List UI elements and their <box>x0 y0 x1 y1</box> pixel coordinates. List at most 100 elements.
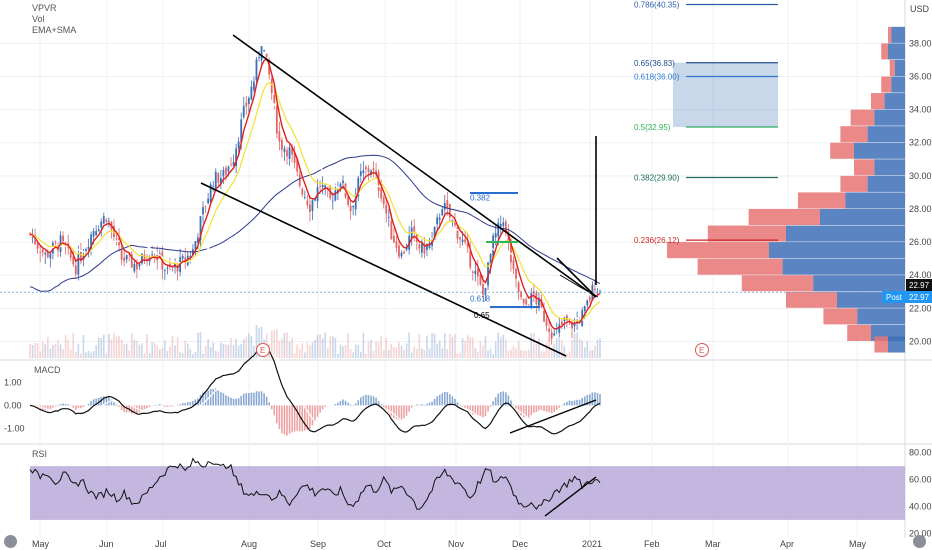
volume-bar <box>62 348 64 358</box>
macd-histogram-bar <box>125 405 128 413</box>
macd-histogram-bar <box>148 405 151 407</box>
candle-body <box>558 324 561 333</box>
volume-bar <box>36 343 39 358</box>
volume-bar <box>105 353 108 358</box>
macd-histogram-bar <box>466 405 469 409</box>
macd-histogram-bar <box>82 405 85 408</box>
volume-bar <box>59 344 62 358</box>
macd-histogram-bar <box>591 392 594 406</box>
volume-profile-down <box>823 308 858 325</box>
candle-body <box>566 315 568 321</box>
volume-bar <box>270 330 273 358</box>
x-tick-label: Apr <box>780 539 794 549</box>
candle-body <box>209 184 212 203</box>
volume-bar <box>329 336 332 358</box>
volume-bar <box>222 343 225 358</box>
candle-body <box>273 94 276 103</box>
macd-histogram-bar <box>118 405 120 407</box>
volume-bar <box>273 330 276 358</box>
fib-level-label: 0.786(40.35) <box>634 0 680 9</box>
settings-dot-icon[interactable] <box>4 535 17 548</box>
volume-bar <box>80 353 82 358</box>
rsi-tick-label: 40.00 <box>909 501 932 511</box>
candle-body <box>296 158 299 172</box>
macd-histogram-bar <box>87 403 90 406</box>
candle-body <box>466 242 469 248</box>
macd-histogram-bar <box>505 392 507 406</box>
macd-histogram-bar <box>176 405 179 406</box>
candle-body <box>146 258 148 261</box>
volume-bar <box>339 344 342 358</box>
fib-level-label: 0.5(32.95) <box>634 123 671 132</box>
candle-body <box>433 226 436 240</box>
volume-bar <box>47 336 49 358</box>
macd-histogram-bar <box>214 388 217 406</box>
macd-histogram-bar <box>283 405 286 435</box>
indicator-ema-sma[interactable]: EMA+SMA <box>32 25 76 35</box>
candle-body <box>214 171 217 190</box>
candle-body <box>504 221 507 229</box>
macd-histogram-bar <box>367 395 370 406</box>
macd-histogram-bar <box>54 405 57 407</box>
macd-histogram-bar <box>461 405 464 407</box>
rsi-line <box>29 457 601 511</box>
macd-histogram-bar <box>474 405 477 416</box>
earnings-marker[interactable]: E <box>256 343 270 357</box>
macd-tick-label: -1.00 <box>4 423 25 433</box>
fib-level-label: 0.236(26.12) <box>634 236 680 245</box>
volume-bar <box>599 338 601 358</box>
volume-profile-down <box>889 59 895 77</box>
volume-bar <box>367 341 370 358</box>
candle-body <box>105 219 108 222</box>
candle-body <box>79 251 82 262</box>
candle-body <box>319 185 321 187</box>
volume-bar <box>451 337 454 358</box>
candle-body <box>77 254 80 275</box>
rsi-title[interactable]: RSI <box>32 449 47 459</box>
volume-bar <box>174 345 176 358</box>
macd-histogram-bar <box>306 405 309 430</box>
macd-histogram-bar <box>538 405 540 411</box>
candle-body <box>548 328 551 333</box>
earnings-marker[interactable]: E <box>695 343 709 357</box>
volume-bar <box>426 335 428 358</box>
volume-bar <box>413 346 416 358</box>
candle-body <box>469 251 472 268</box>
indicator-vol[interactable]: Vol <box>32 14 45 24</box>
volume-bar <box>324 332 326 358</box>
settings-dot-icon[interactable] <box>913 535 926 548</box>
macd-histogram-bar <box>102 396 105 406</box>
volume-bar <box>227 344 230 358</box>
candle-body <box>44 252 47 255</box>
volume-bar <box>235 338 237 358</box>
macd-histogram-bar <box>502 391 505 406</box>
macd-tick-label: 0.00 <box>4 400 22 410</box>
volume-bar <box>395 347 398 358</box>
volume-bar <box>115 336 118 358</box>
volume-bar <box>492 353 494 358</box>
macd-histogram-bar <box>527 405 530 418</box>
macd-title[interactable]: MACD <box>34 365 61 375</box>
volume-profile-down <box>748 208 820 226</box>
volume-bar <box>248 333 250 358</box>
volume-profile-up <box>888 336 905 353</box>
candle-body <box>199 216 202 241</box>
candle-body <box>471 271 474 273</box>
volume-profile-down <box>707 225 786 242</box>
volume-bar <box>209 346 212 358</box>
candle-body <box>138 264 141 267</box>
volume-bar <box>517 340 520 358</box>
macd-histogram-bar <box>586 395 589 406</box>
y-tick-label: 20.00 <box>909 336 932 346</box>
macd-histogram-bar <box>141 405 143 410</box>
candle-body <box>436 217 439 225</box>
volume-bar <box>118 335 120 358</box>
x-tick-label: Oct <box>377 539 392 549</box>
volume-bar <box>499 337 502 358</box>
indicator-vpvr[interactable]: VPVR <box>32 3 57 13</box>
volume-profile-up <box>884 93 905 110</box>
volume-bar <box>184 340 187 358</box>
volume-bar <box>410 352 413 358</box>
macd-histogram-bar <box>423 404 426 406</box>
volume-bar <box>393 347 395 358</box>
